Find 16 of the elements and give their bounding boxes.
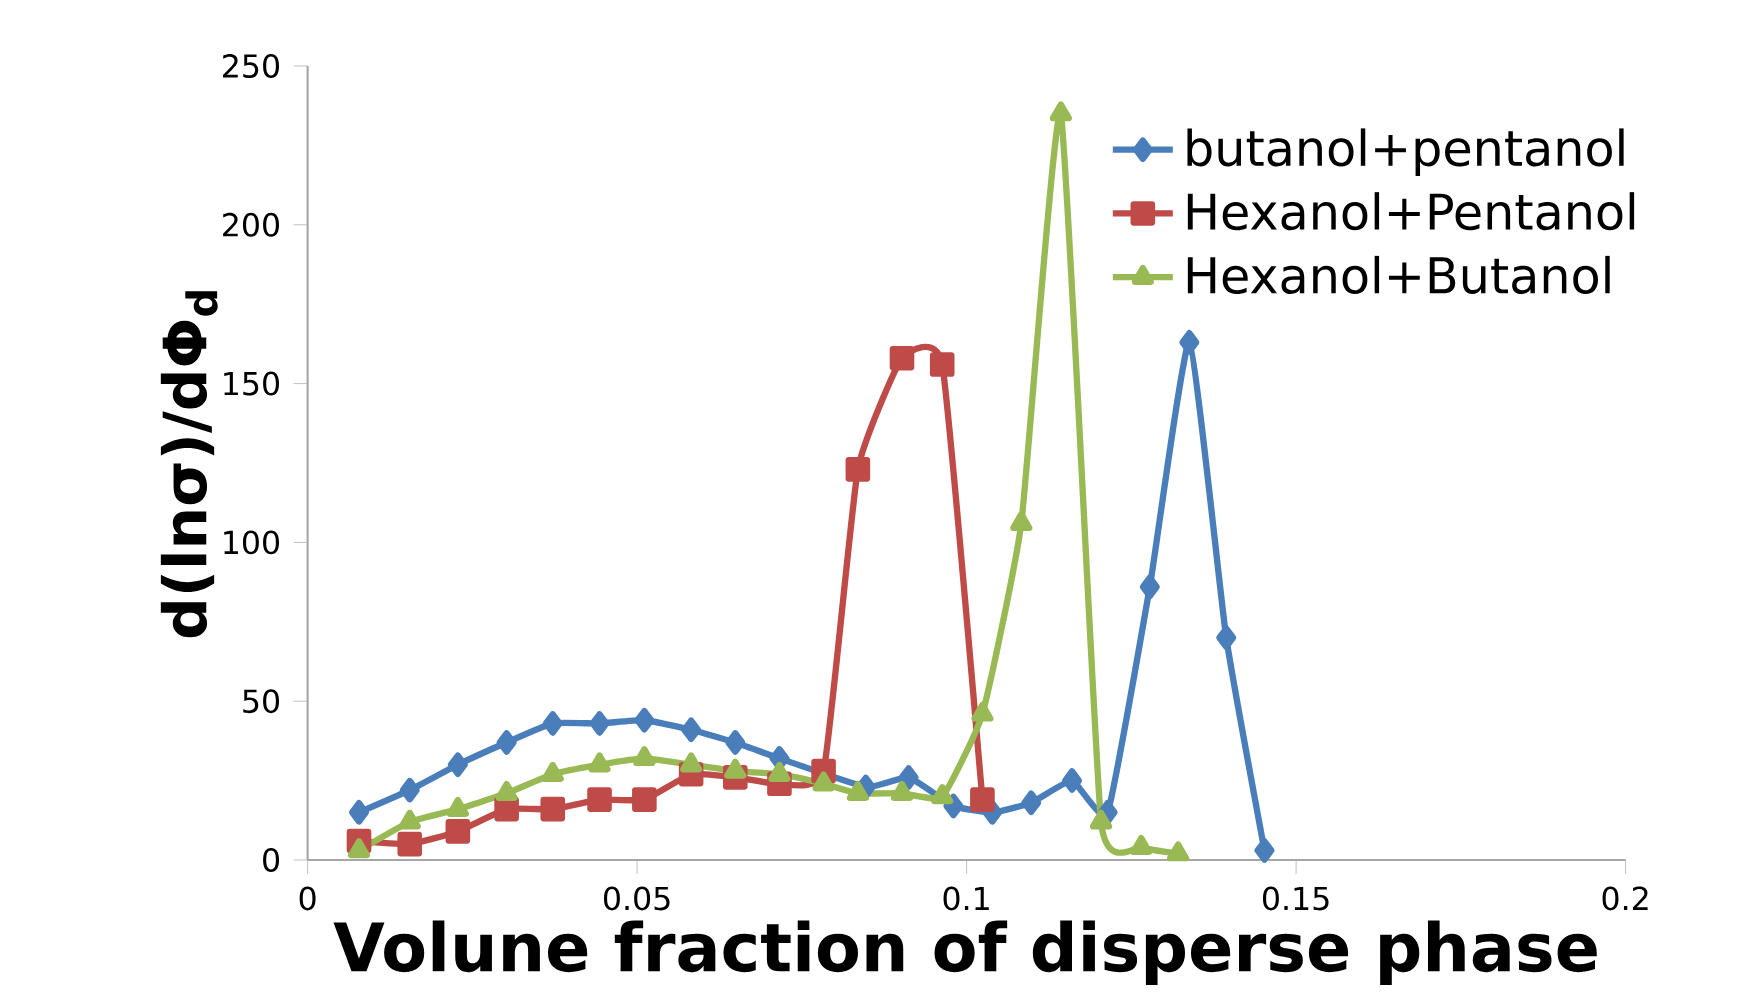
legend-label: Hexanol+Pentanol [1187,192,1635,231]
legend-label: butanol+pentanol [1187,128,1624,177]
y-tick-label: 150 [224,371,280,396]
y-tick-label: 0 [263,848,280,872]
y-tick-label: 100 [224,530,280,555]
x-tick-label: 0 [299,886,316,911]
y-tick-label: 200 [223,212,280,237]
x-tick-label: 0.1 [943,886,989,911]
x-tick-label: 0.15 [1262,886,1329,911]
x-tick-label: 0.2 [1602,886,1648,911]
y-tick-label: 50 [243,689,280,714]
y-tick-label: 250 [223,54,280,78]
text: d(lnσ)/dΦ$_{d}$ [160,291,218,638]
legend-label: Hexanol+Butanol [1187,255,1610,294]
x-axis-title: Volune fraction of disperse phase [333,920,1597,986]
x-tick-label: 0.05 [603,886,670,911]
